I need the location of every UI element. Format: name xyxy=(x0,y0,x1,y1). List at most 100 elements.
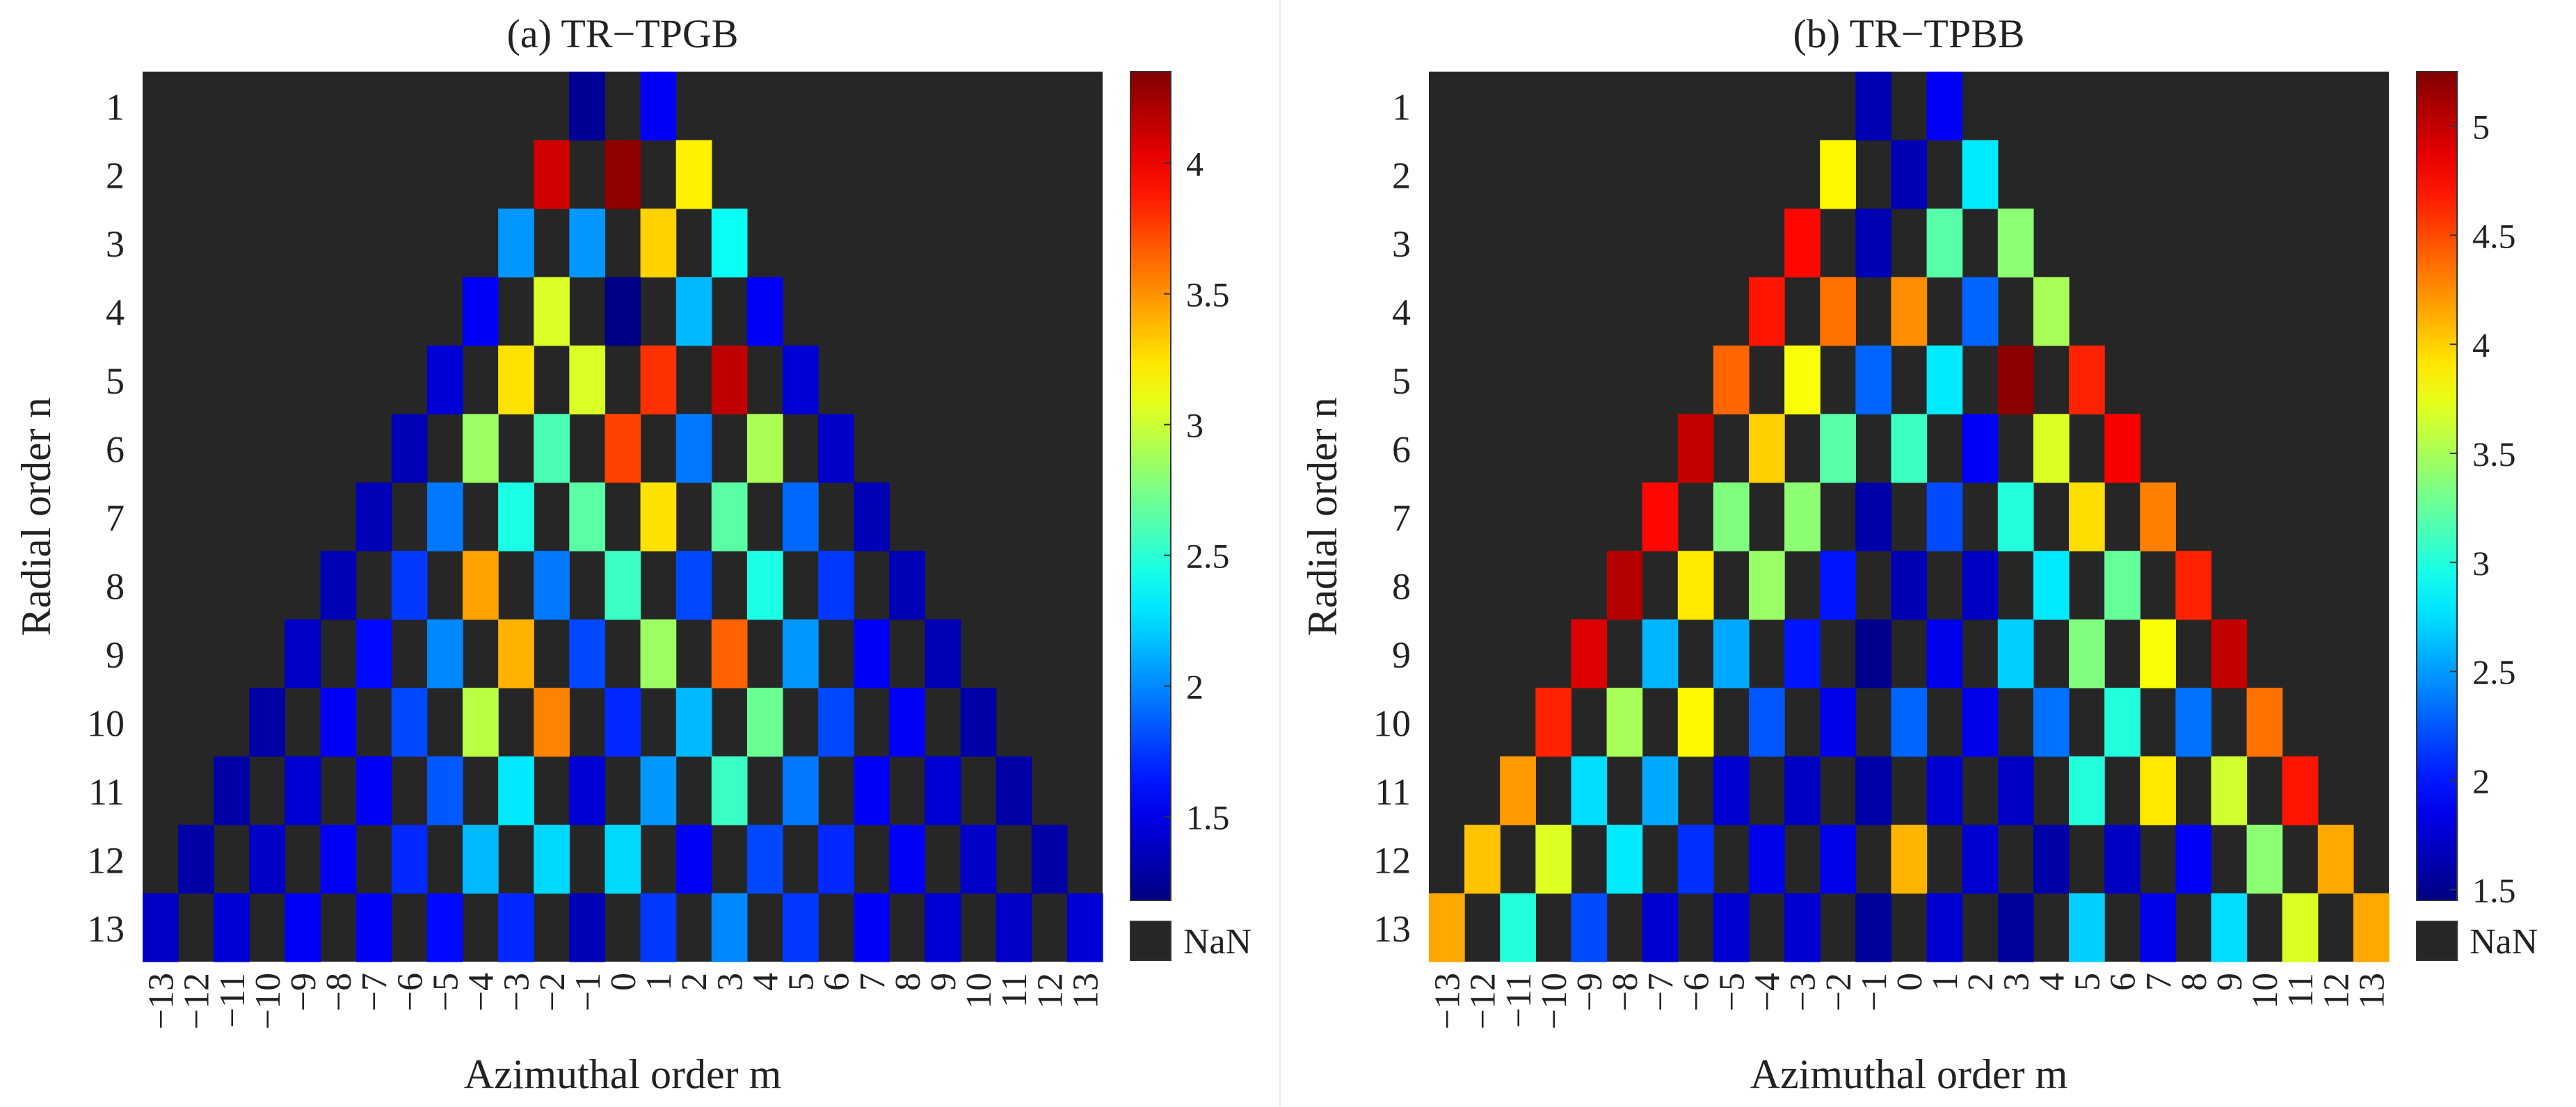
y-axis-label: Radial order n xyxy=(1299,397,1345,636)
heatmap-cell-n13-m3 xyxy=(711,893,748,962)
heatmap-cell-n12-m-8 xyxy=(1606,825,1643,894)
heatmap-cell-n4-m0 xyxy=(1891,277,1928,346)
heatmap-cell-n10-m-8 xyxy=(1606,688,1643,757)
heatmap-cell-n9-m7 xyxy=(854,619,890,688)
heatmap-cell-n12-m12 xyxy=(2317,825,2354,894)
heatmap-cell-n10-m-2 xyxy=(534,688,570,757)
y-tick-label: 12 xyxy=(1373,839,1411,881)
heatmap-cell-n10-m-4 xyxy=(463,688,499,757)
heatmap-cell-n9-m-1 xyxy=(569,619,606,688)
colorbar-tick-label: 4 xyxy=(1186,145,1203,184)
heatmap-cell-n6-m6 xyxy=(818,414,854,483)
y-tick-label: 7 xyxy=(1392,497,1411,539)
x-tick-label: −4 xyxy=(1748,973,1788,1011)
x-tick-label: 11 xyxy=(2281,973,2321,1008)
heatmap-cell-n4-m4 xyxy=(746,277,783,346)
heatmap-cell-n10-m0 xyxy=(605,688,641,757)
heatmap-cell-n11-m-3 xyxy=(498,756,534,825)
colorbar-tick-label: 3.5 xyxy=(1186,275,1230,314)
heatmap-cell-n9-m9 xyxy=(925,619,961,688)
heatmap-cell-n13-m11 xyxy=(2282,893,2319,962)
heatmap-cell-n8-m8 xyxy=(889,551,926,620)
heatmap-cell-n11-m5 xyxy=(783,756,819,825)
heatmap-cell-n12-m-2 xyxy=(1820,825,1856,894)
panel-divider xyxy=(1279,0,1281,1107)
heatmap-cell-n1-m-1 xyxy=(1855,72,1892,141)
colorbar-tick-label: 1.5 xyxy=(1186,798,1230,837)
x-tick-label: 3 xyxy=(1997,973,2036,991)
heatmap-cell-n13-m-3 xyxy=(498,893,534,962)
heatmap-cell-n3-m-1 xyxy=(1855,208,1892,277)
heatmap-cell-n13-m-11 xyxy=(1500,893,1536,962)
heatmap-cell-n12-m-4 xyxy=(1749,825,1785,894)
y-tick-label: 13 xyxy=(1373,908,1411,950)
heatmap-cell-n8-m-2 xyxy=(534,551,570,620)
x-tick-label: 6 xyxy=(2104,973,2143,991)
colorbar-tick-label: 2 xyxy=(1186,668,1203,706)
heatmap-cell-n12-m12 xyxy=(1031,825,1068,894)
heatmap-cell-n11-m1 xyxy=(1926,756,1963,825)
heatmap-cell-n7-m-1 xyxy=(1855,482,1892,551)
heatmap-cell-n9-m-5 xyxy=(1713,619,1750,688)
x-tick-label: 5 xyxy=(2068,973,2108,991)
heatmap-cell-n13-m13 xyxy=(2353,893,2390,962)
chart-title: (a) TR−TPGB xyxy=(507,11,739,56)
colorbar-tick-label: 3.5 xyxy=(2472,435,2516,474)
heatmap-cell-n9-m1 xyxy=(640,619,677,688)
heatmap-cell-n13-m3 xyxy=(1997,893,2034,962)
heatmap-cell-n5-m3 xyxy=(711,345,748,414)
heatmap-cell-n8-m-8 xyxy=(320,551,357,620)
heatmap-cell-n13-m-11 xyxy=(214,893,250,962)
nan-swatch xyxy=(2416,921,2458,961)
x-tick-label: 13 xyxy=(1066,973,1105,1009)
heatmap-cell-n9-m-1 xyxy=(1855,619,1892,688)
x-tick-label: 4 xyxy=(2032,973,2072,991)
heatmap-cell-n13-m-1 xyxy=(569,893,606,962)
x-tick-label: −11 xyxy=(1499,973,1539,1028)
heatmap-cell-n11-m11 xyxy=(995,756,1032,825)
x-axis-label: Azimuthal order m xyxy=(464,1051,782,1097)
heatmap-cell-n8-m8 xyxy=(2175,551,2212,620)
heatmap-cell-n11-m-5 xyxy=(426,756,463,825)
heatmap-cell-n7-m-5 xyxy=(426,482,463,551)
heatmap-cell-n11-m-11 xyxy=(1500,756,1536,825)
heatmap-cell-n3-m3 xyxy=(711,208,748,277)
nan-label: NaN xyxy=(2470,922,2538,962)
heatmap-cell-n6-m-4 xyxy=(463,414,499,483)
heatmap-cell-n8-m-4 xyxy=(1749,551,1785,620)
heatmap-cell-n10-m4 xyxy=(746,688,783,757)
heatmap-cell-n11-m-7 xyxy=(1642,756,1679,825)
x-tick-label: −12 xyxy=(1464,973,1503,1029)
heatmap-cell-n7-m-7 xyxy=(355,482,392,551)
x-tick-label: 9 xyxy=(2210,973,2250,991)
x-tick-label: −3 xyxy=(1784,973,1823,1011)
heatmap-cell-n9-m-3 xyxy=(498,619,534,688)
heatmap-cell-n7-m-7 xyxy=(1642,482,1679,551)
heatmap-cell-n9-m-7 xyxy=(1642,619,1679,688)
y-tick-label: 5 xyxy=(106,360,125,402)
x-tick-label: 10 xyxy=(2246,973,2285,1009)
heatmap-cell-n11-m3 xyxy=(1997,756,2034,825)
heatmap-cell-n13-m-1 xyxy=(1855,893,1892,962)
heatmap-cell-n6-m-2 xyxy=(1820,414,1856,483)
heatmap-cell-n11-m-11 xyxy=(214,756,250,825)
heatmap-cell-n11-m9 xyxy=(925,756,961,825)
x-tick-label: −2 xyxy=(1819,973,1859,1011)
heatmap-cell-n11-m9 xyxy=(2211,756,2248,825)
heatmap-cell-n2-m-2 xyxy=(1820,140,1856,209)
heatmap-cell-n10-m4 xyxy=(2033,688,2070,757)
heatmap-cell-n8-m4 xyxy=(746,551,783,620)
x-tick-label: 8 xyxy=(888,973,928,991)
panel-a: (a) TR−TPGB12345678910111213−13−12−11−10… xyxy=(13,11,1251,1097)
x-tick-label: −9 xyxy=(1570,973,1610,1011)
y-tick-label: 9 xyxy=(106,634,125,676)
nan-swatch xyxy=(1130,921,1171,961)
heatmap-cell-n3-m1 xyxy=(640,208,677,277)
heatmap-cell-n4-m-4 xyxy=(1749,277,1785,346)
heatmap-cell-n6-m0 xyxy=(605,414,641,483)
heatmap-cell-n6-m2 xyxy=(1962,414,1999,483)
heatmap-cell-n13-m1 xyxy=(640,893,677,962)
x-tick-label: −5 xyxy=(1712,973,1752,1011)
heatmap-cell-n9-m-9 xyxy=(1571,619,1608,688)
